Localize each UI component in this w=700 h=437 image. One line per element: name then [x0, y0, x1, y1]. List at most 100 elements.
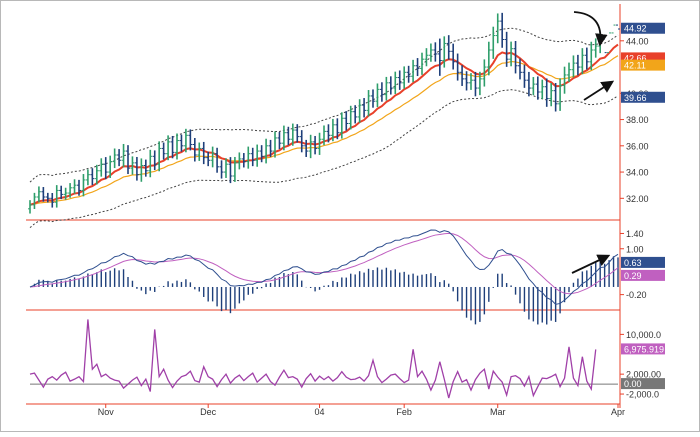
volume-oscillator-line [29, 319, 597, 399]
price-bar [126, 145, 130, 175]
price-bar [558, 78, 563, 111]
price-bar [192, 138, 197, 162]
price-bar [304, 139, 309, 157]
price-bar [451, 43, 456, 70]
price-bar [500, 12, 505, 48]
time-tick-label: Dec [200, 407, 217, 417]
price-bar [464, 71, 469, 91]
price-bar [589, 41, 594, 71]
price-bar [246, 146, 251, 169]
price-bar [121, 143, 126, 168]
price-bar [437, 38, 442, 76]
macd-tick-label: 1.00 [626, 244, 644, 254]
price-bar [232, 156, 237, 182]
price-bar [549, 83, 554, 107]
price-bar [339, 112, 344, 139]
value-tag: 44.92 [621, 22, 665, 34]
price-bar [81, 174, 86, 197]
price-tick-label: 44.00 [626, 36, 649, 46]
price-bar [175, 133, 179, 160]
price-bar [85, 169, 90, 186]
macd-signal-line [29, 232, 619, 295]
value-tag-label: 0.29 [624, 271, 642, 281]
price-bar [446, 35, 451, 60]
time-tick-label: Feb [396, 407, 412, 417]
curved-arrow-down-annotation [573, 11, 608, 47]
value-tag-box [621, 22, 665, 34]
price-bar [567, 62, 571, 83]
price-bar [197, 142, 202, 161]
price-bar [317, 132, 322, 155]
price-bar [518, 58, 522, 80]
price-bar [112, 148, 117, 169]
price-bar [90, 168, 95, 186]
price-bar [188, 129, 193, 151]
value-tag: 42.11 [621, 59, 665, 71]
value-tag: 42.66 [621, 52, 665, 64]
value-tag-label: 39.66 [624, 93, 647, 103]
arrow-up-right-annotation [583, 80, 615, 101]
price-bar [495, 13, 500, 44]
macd-tick-label: -0.20 [626, 290, 647, 300]
value-tag: 39.66 [621, 91, 665, 103]
price-bar [237, 152, 242, 170]
macd-tick-label: 1.40 [626, 229, 644, 239]
price-bar [477, 71, 482, 96]
price-bar [344, 111, 349, 131]
price-bar [206, 151, 211, 167]
macd-line [29, 229, 619, 305]
price-bar [397, 70, 402, 90]
price-bar [469, 73, 473, 90]
price-bar [139, 158, 144, 182]
price-bar [299, 130, 304, 153]
price-bar [166, 135, 171, 161]
price-bar [375, 83, 380, 108]
price-bar [130, 156, 135, 175]
price-bar [59, 185, 64, 200]
price-bar [348, 105, 353, 130]
price-bar [415, 58, 420, 77]
price-bar [402, 66, 407, 89]
price-bar [201, 141, 206, 165]
value-tag-label: 42.11 [624, 61, 646, 71]
price-bar [152, 150, 157, 171]
price-bar [379, 82, 384, 102]
price-bar [562, 66, 567, 94]
price-bar [371, 89, 375, 108]
price-bar [143, 159, 148, 177]
price-bar [68, 183, 73, 198]
price-bar [41, 187, 46, 202]
price-bar [420, 52, 424, 75]
price-bar [326, 124, 331, 143]
price-bar [571, 55, 576, 78]
price-bar [94, 164, 99, 185]
price-bar [442, 36, 447, 68]
price-bar [473, 71, 478, 97]
price-bar [281, 125, 286, 151]
price-bar [526, 71, 531, 97]
price-bar [607, 32, 612, 54]
value-tag-label: 0.63 [624, 258, 642, 268]
value-tag: 0.00 [621, 378, 665, 390]
price-bar [357, 99, 362, 123]
price-bar [77, 179, 81, 196]
time-tick-label: Nov [98, 407, 115, 417]
price-bar [210, 146, 215, 168]
price-bar [28, 200, 32, 214]
price-bar [433, 42, 438, 62]
price-bar [535, 76, 540, 100]
price-bar [103, 157, 108, 180]
price-bar [117, 149, 122, 167]
price-bar [322, 125, 326, 146]
value-tag-label: 0.00 [624, 379, 642, 389]
price-bar [584, 47, 589, 70]
value-tag-label: 42.66 [624, 53, 647, 63]
price-bar [428, 43, 433, 62]
price-bar [362, 98, 367, 118]
price-bar [460, 65, 465, 86]
price-bar [259, 145, 264, 163]
price-bar [531, 77, 536, 96]
price-bar [50, 192, 55, 208]
